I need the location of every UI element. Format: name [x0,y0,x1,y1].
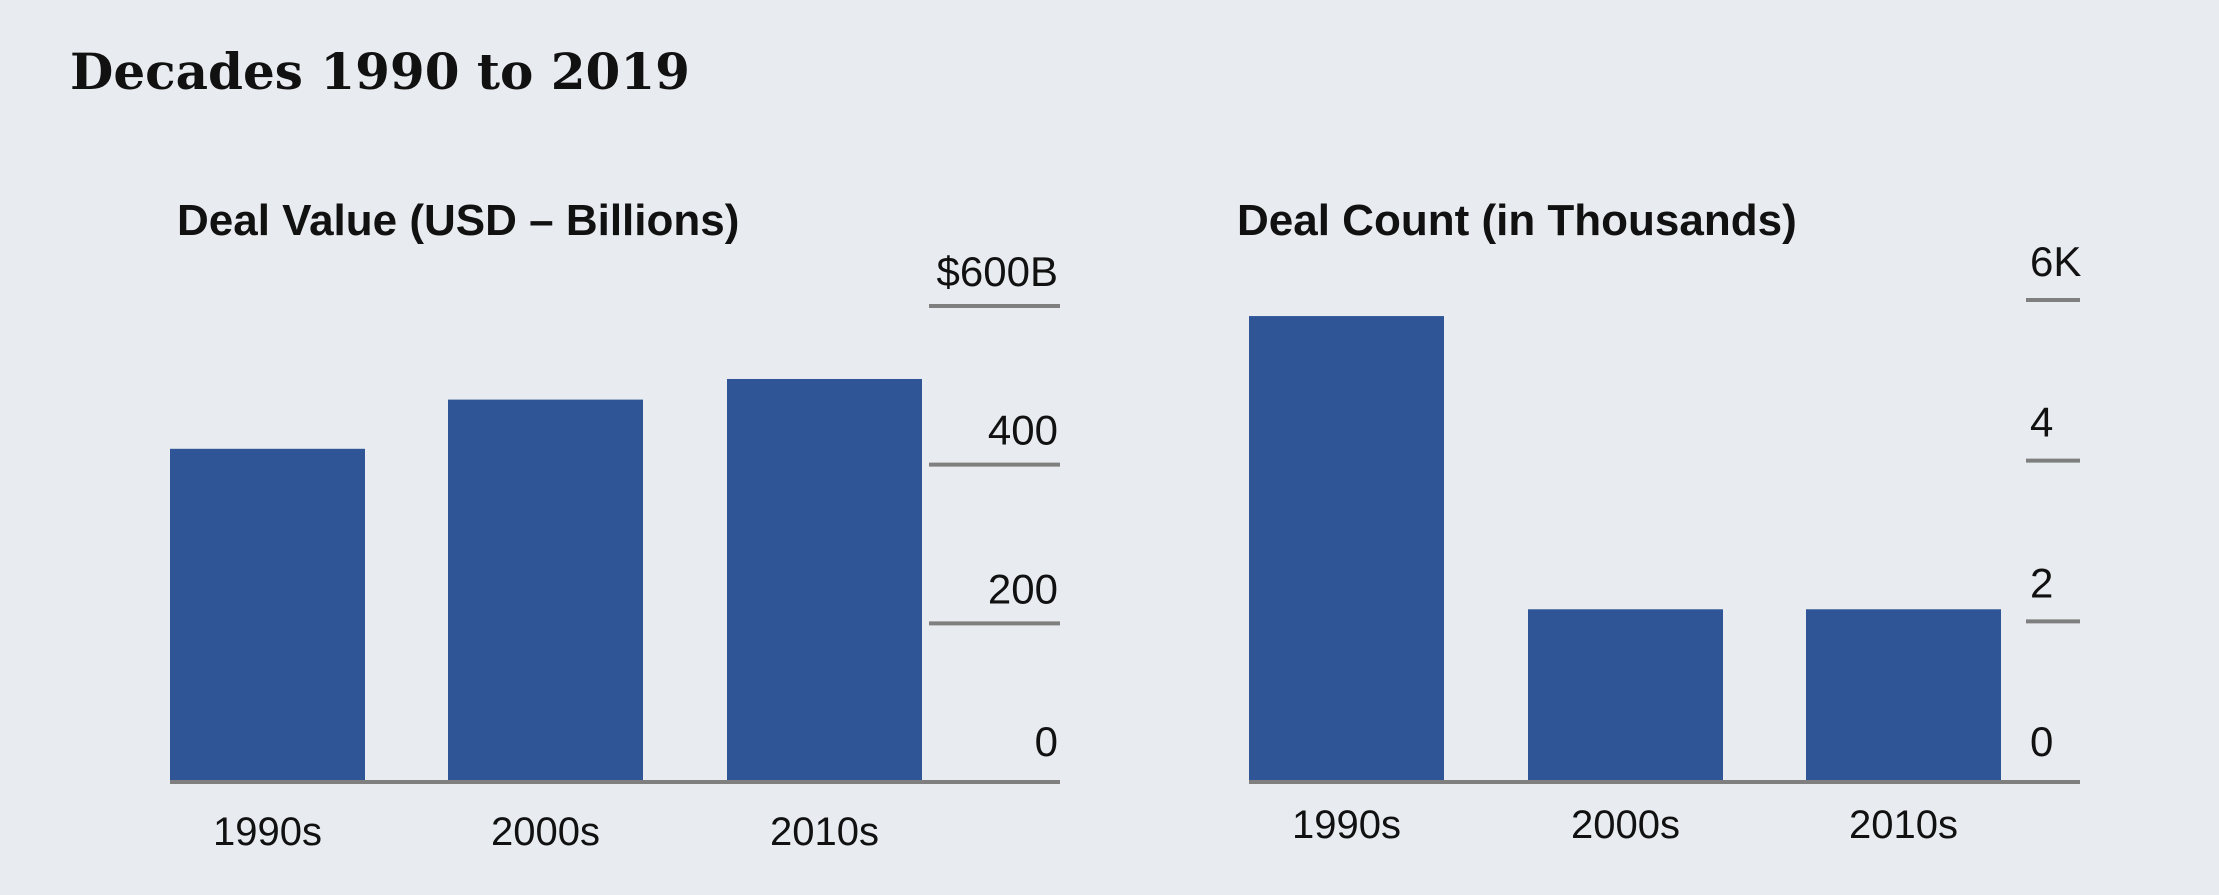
deal-value-categories: 1990s 2000s 2010s [213,810,879,854]
deal-count-bar-2000s [1528,609,1723,782]
deal-count-categories: 1990s 2000s 2010s [1292,803,1958,847]
deal-value-tick-label: 200 [988,565,1058,612]
deal-value-chart: Deal Value (USD – Billions) 0 200 400 $600B… [170,196,1060,854]
deal-value-bars [170,378,922,782]
deal-value-category-label: 2000s [491,810,600,854]
deal-count-tick-label: 4 [2030,399,2053,446]
deal-value-ticks: 0 200 400 $600B [170,248,1060,784]
deal-count-tick-label: 6K [2030,238,2081,285]
deal-count-tick-label: 2 [2030,559,2053,606]
deal-count-bars [1249,316,2001,782]
deal-count-category-label: 1990s [1292,803,1401,847]
deal-value-bar-2010s [727,378,922,782]
deal-value-tick-label: $600B [937,248,1058,295]
deal-count-tick-label: 0 [2030,718,2053,765]
deal-value-bar-1990s [170,448,365,782]
deal-value-category-label: 1990s [213,810,322,854]
deal-count-ticks: 0 2 4 6K [1249,238,2081,784]
deal-count-bar-2010s [1806,609,2001,782]
deal-value-bar-2000s [448,399,643,782]
deal-value-tick-label: 0 [1035,718,1058,765]
deal-value-tick-label: 400 [988,407,1058,454]
deal-count-chart-title: Deal Count (in Thousands) [1237,196,1797,245]
deal-value-category-label: 2010s [770,810,879,854]
page-title: Decades 1990 to 2019 [70,42,690,101]
deal-count-category-label: 2000s [1571,803,1680,847]
deal-count-bar-1990s [1249,316,1444,782]
deal-value-chart-title: Deal Value (USD – Billions) [177,196,739,245]
deal-count-category-label: 2010s [1849,803,1958,847]
